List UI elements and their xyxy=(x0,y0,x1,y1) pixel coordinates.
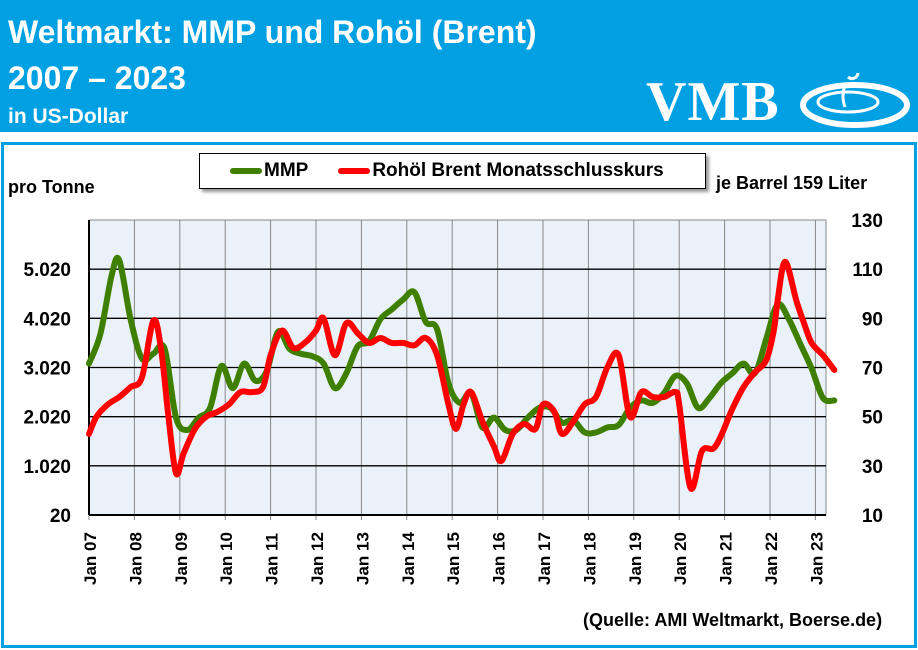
x-tick-label: Jan 11 xyxy=(263,533,282,585)
x-tick-label: Jan 21 xyxy=(717,532,736,585)
chart-frame xyxy=(1,142,917,648)
y-right-tick-label: 10 xyxy=(862,506,883,527)
right-axis-label: je Barrel 159 Liter xyxy=(716,173,868,193)
x-tick-label: Jan 13 xyxy=(353,532,372,585)
y-right-tick-label: 130 xyxy=(851,211,883,232)
y-left-tick-label: 20 xyxy=(50,506,71,527)
x-tick-label: Jan 12 xyxy=(308,532,327,585)
x-tick-label: Jan 19 xyxy=(626,532,645,585)
legend-label-mmp: MMP xyxy=(264,160,309,181)
y-left-tick-label: 1.020 xyxy=(23,457,71,478)
title-line2: 2007 – 2023 xyxy=(8,60,186,96)
x-tick-label: Jan 07 xyxy=(81,532,100,585)
vmb-logo: VMB xyxy=(646,71,780,133)
header-banner: Weltmarkt: MMP und Rohöl (Brent) 2007 – … xyxy=(0,0,918,133)
title-line1: Weltmarkt: MMP und Rohöl (Brent) xyxy=(8,14,537,50)
x-tick-label: Jan 22 xyxy=(762,532,781,585)
x-tick-label: Jan 17 xyxy=(535,532,554,585)
x-tick-label: Jan 09 xyxy=(172,532,191,585)
legend-swatch-mmp xyxy=(230,168,262,174)
x-tick-label: Jan 10 xyxy=(217,532,236,585)
series-line-brent xyxy=(86,258,838,492)
x-tick-label: Jan 08 xyxy=(126,532,145,585)
y-right-tick-label: 50 xyxy=(862,408,883,429)
y-left-tick-label: 5.020 xyxy=(23,260,71,281)
y-left-tick-label: 2.020 xyxy=(23,408,71,429)
x-tick-label: Jan 16 xyxy=(490,532,509,585)
x-tick-label: Jan 15 xyxy=(444,532,463,585)
source-note: (Quelle: AMI Weltmarkt, Boerse.de) xyxy=(583,610,883,630)
x-tick-label: Jan 23 xyxy=(807,532,826,585)
legend: MMP Rohöl Brent Monatsschlusskurs xyxy=(199,153,706,189)
legend-swatch-brent xyxy=(338,168,371,174)
y-right-tick-label: 30 xyxy=(862,457,883,478)
y-left-tick-label: 4.020 xyxy=(23,309,71,330)
series-line-mmp xyxy=(86,254,838,437)
y-right-tick-label: 70 xyxy=(862,359,883,380)
legend-label-brent: Rohöl Brent Monatsschlusskurs xyxy=(372,160,664,181)
x-tick-label: Jan 18 xyxy=(580,532,599,585)
y-left-tick-label: 3.020 xyxy=(23,359,71,380)
logo-swoosh-icon xyxy=(800,72,910,128)
left-axis-label: pro Tonne xyxy=(8,177,95,197)
x-tick-label: Jan 14 xyxy=(399,532,418,585)
y-right-tick-label: 90 xyxy=(862,309,883,330)
x-tick-label: Jan 20 xyxy=(671,532,690,585)
subtitle: in US-Dollar xyxy=(8,105,129,128)
y-right-tick-label: 110 xyxy=(852,260,883,281)
